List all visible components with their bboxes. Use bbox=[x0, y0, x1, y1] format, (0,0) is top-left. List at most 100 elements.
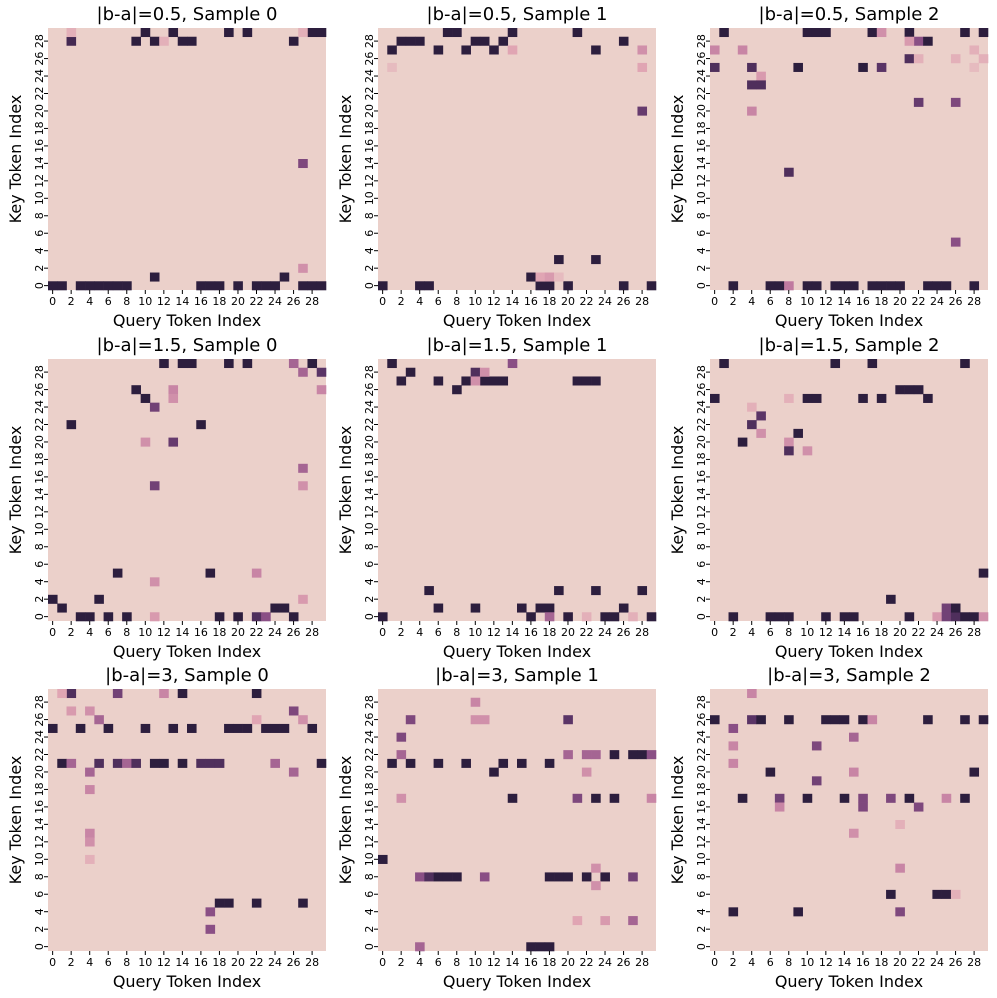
x-tick-label: 18 bbox=[212, 295, 226, 308]
y-tick-label: 10 bbox=[363, 522, 376, 536]
y-tick-label: 16 bbox=[33, 139, 46, 153]
y-tick-label: 12 bbox=[695, 835, 708, 849]
y-tick-label: 12 bbox=[33, 835, 46, 849]
x-tick-label: 20 bbox=[231, 295, 245, 308]
heatmap-cell bbox=[507, 359, 518, 369]
heatmap-cell bbox=[424, 872, 434, 882]
heatmap-cell bbox=[969, 281, 980, 291]
x-tick-label: 26 bbox=[949, 295, 963, 308]
heatmap-cell bbox=[507, 45, 518, 55]
panel-title: |b-a|=1.5, Sample 1 bbox=[427, 335, 608, 356]
heatmap-cell bbox=[214, 758, 225, 768]
heatmap-cell bbox=[433, 872, 444, 882]
heatmap-cell bbox=[858, 802, 868, 812]
heatmap-cell bbox=[728, 907, 739, 917]
heatmap-cell bbox=[876, 28, 887, 38]
x-tick-label: 16 bbox=[856, 956, 870, 969]
heatmap-cell bbox=[149, 612, 160, 622]
heatmap-cell bbox=[316, 367, 327, 377]
heatmap-cell bbox=[950, 612, 961, 622]
heatmap-cell bbox=[48, 281, 58, 291]
heatmap-cell bbox=[205, 758, 216, 768]
y-tick-label: 16 bbox=[33, 470, 46, 484]
x-axis-label: Query Token Index bbox=[113, 642, 261, 661]
heatmap-cell bbox=[85, 281, 95, 291]
heatmap-cell bbox=[710, 715, 720, 725]
x-tick-label: 16 bbox=[194, 295, 208, 308]
heatmap-cell bbox=[969, 45, 980, 55]
heatmap-cell bbox=[756, 80, 766, 90]
y-tick-label: 26 bbox=[33, 383, 46, 397]
heatmap-cell bbox=[591, 881, 601, 891]
heatmap-cell bbox=[811, 28, 822, 38]
y-tick-label: 6 bbox=[363, 561, 376, 568]
heatmap-cell bbox=[187, 359, 197, 369]
y-tick-label: 10 bbox=[695, 852, 708, 866]
y-tick-label: 2 bbox=[363, 596, 376, 603]
heatmap-cell bbox=[747, 80, 757, 90]
heatmap-cell bbox=[544, 942, 555, 952]
heatmap-cell bbox=[535, 272, 546, 282]
heatmap-cell bbox=[784, 167, 794, 177]
heatmap-cell bbox=[131, 758, 141, 768]
y-tick-label: 8 bbox=[33, 543, 46, 550]
y-tick-label: 14 bbox=[695, 817, 708, 831]
heatmap-cell bbox=[396, 793, 407, 803]
x-tick-label: 20 bbox=[231, 626, 245, 639]
x-tick-label: 0 bbox=[49, 956, 56, 969]
x-tick-label: 6 bbox=[435, 626, 442, 639]
heatmap-cell bbox=[544, 281, 555, 291]
heatmap-cell bbox=[479, 367, 490, 377]
x-tick-label: 4 bbox=[748, 626, 755, 639]
heatmap-cell bbox=[251, 281, 262, 291]
heatmap-cell bbox=[526, 272, 536, 282]
x-tick-label: 8 bbox=[453, 956, 460, 969]
x-tick-label: 22 bbox=[250, 956, 264, 969]
heatmap-cell bbox=[747, 689, 757, 699]
x-tick-label: 24 bbox=[598, 956, 612, 969]
heatmap-cell bbox=[646, 281, 657, 291]
heatmap-background bbox=[710, 689, 988, 951]
heatmap-cell bbox=[839, 715, 850, 725]
heatmap-cell bbox=[941, 603, 952, 613]
heatmap-cell bbox=[298, 898, 308, 908]
heatmap-cell bbox=[895, 820, 905, 830]
heatmap-cell bbox=[396, 376, 407, 386]
x-tick-label: 16 bbox=[194, 956, 208, 969]
heatmap-cell bbox=[168, 437, 179, 447]
heatmap-cell bbox=[811, 741, 822, 751]
y-tick-label: 4 bbox=[695, 578, 708, 585]
y-tick-label: 0 bbox=[363, 943, 376, 950]
x-tick-label: 2 bbox=[730, 295, 737, 308]
heatmap-cell bbox=[618, 603, 629, 613]
x-tick-label: 6 bbox=[105, 295, 112, 308]
heatmap-cell bbox=[387, 45, 397, 55]
y-tick-label: 2 bbox=[695, 926, 708, 933]
x-tick-label: 18 bbox=[212, 956, 226, 969]
heatmap-cell bbox=[140, 393, 151, 403]
x-tick-label: 18 bbox=[212, 626, 226, 639]
heatmap-cell bbox=[876, 281, 887, 291]
heatmap-cell bbox=[774, 612, 785, 622]
y-tick-label: 20 bbox=[695, 765, 708, 779]
heatmap-cell bbox=[849, 281, 859, 291]
x-tick-label: 8 bbox=[123, 626, 130, 639]
heatmap-cell bbox=[442, 872, 453, 882]
x-tick-label: 12 bbox=[157, 295, 171, 308]
heatmap-cell bbox=[544, 758, 555, 768]
y-tick-label: 12 bbox=[363, 174, 376, 188]
y-tick-label: 2 bbox=[33, 265, 46, 272]
y-tick-label: 28 bbox=[695, 365, 708, 379]
y-tick-label: 0 bbox=[695, 613, 708, 620]
heatmap-cell bbox=[784, 715, 794, 725]
heatmap-cell bbox=[270, 603, 280, 613]
heatmap-cell bbox=[950, 603, 961, 613]
heatmap-cell bbox=[572, 916, 583, 926]
heatmap-cell bbox=[867, 28, 878, 38]
heatmap-cell bbox=[85, 785, 95, 795]
heatmap-cell bbox=[378, 854, 388, 864]
y-tick-label: 10 bbox=[363, 852, 376, 866]
heatmap-cell bbox=[316, 281, 327, 291]
heatmap-cell bbox=[233, 612, 243, 622]
